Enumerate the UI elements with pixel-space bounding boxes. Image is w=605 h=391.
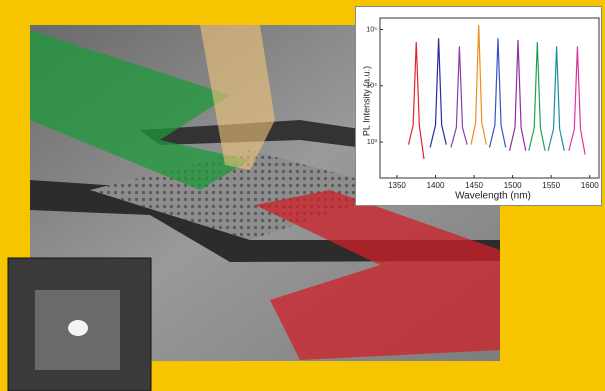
x-tick-label: 1400 [427, 181, 445, 190]
x-tick-label: 1350 [388, 181, 406, 190]
y-tick-label: 10³ [367, 139, 378, 146]
chart: PL Intensity (a.u.) Wavelength (nm) 1350… [355, 6, 602, 206]
page: PL Intensity (a.u.) Wavelength (nm) 1350… [0, 0, 605, 391]
x-tick-label: 1500 [504, 181, 522, 190]
y-tick-label: 10⁵ [366, 26, 377, 33]
x-tick-label: 1450 [465, 181, 483, 190]
x-tick-label: 1600 [581, 181, 599, 190]
inset-spot [68, 320, 88, 336]
y-axis-title: PL Intensity (a.u.) [361, 66, 371, 136]
x-axis-title: Wavelength (nm) [455, 191, 531, 202]
y-tick-label: 10⁴ [366, 83, 377, 90]
x-tick-label: 1550 [542, 181, 560, 190]
